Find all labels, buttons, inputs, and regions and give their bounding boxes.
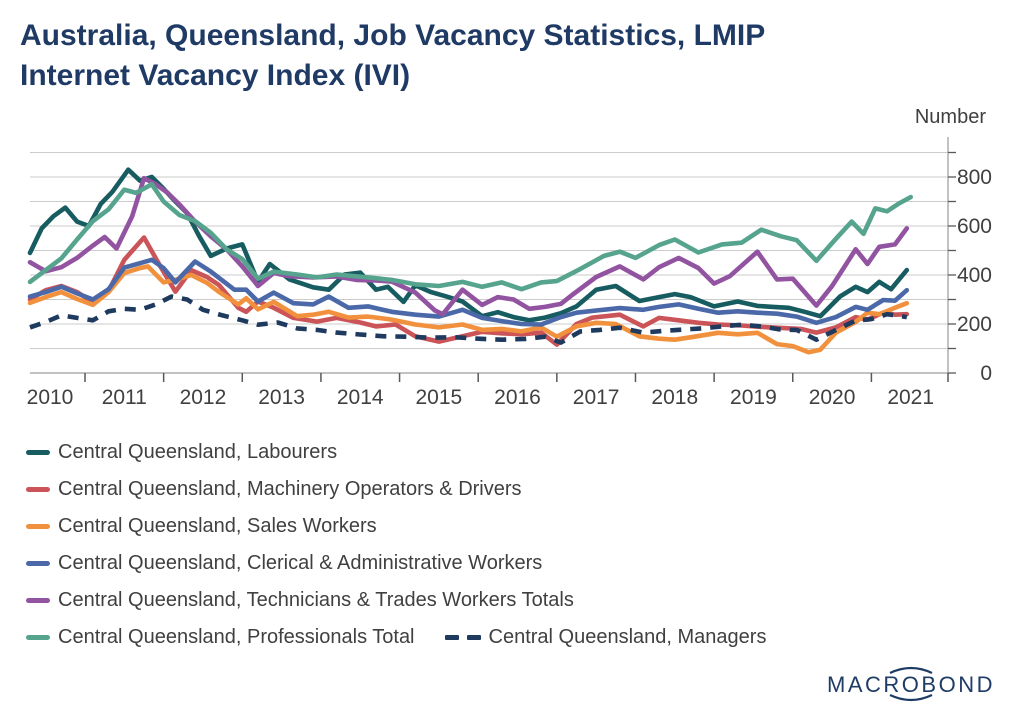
legend-swatch [26,487,50,492]
legend-swatch [26,450,50,455]
y-axis-label: 0 [980,362,992,385]
legend-row: Central Queensland, Clerical & Administr… [26,545,1006,582]
legend-label: Central Queensland, Managers [488,626,767,648]
legend-row: Central Queensland, Machinery Operators … [26,471,1006,508]
y-axis-label: 800 [957,166,992,189]
legend-swatch [26,561,50,566]
legend-item-sales-workers: Central Queensland, Sales Workers [26,515,377,538]
macrobond-logo: MACROBOND [827,666,995,702]
legend-swatch-dash [444,635,459,640]
legend-row: Central Queensland, Sales Workers [26,508,1006,545]
x-axis-label: 2016 [494,386,541,409]
legend-label: Central Queensland, Labourers [58,441,338,463]
x-axis-label: 2021 [887,386,934,409]
legend-row: Central Queensland, Technicians & Trades… [26,582,1006,619]
chart-legend: Central Queensland, Labourers Central Que… [26,434,1006,656]
legend-swatch [26,635,50,640]
x-axis-label: 2020 [809,386,856,409]
x-axis-label: 2017 [573,386,620,409]
legend-row: Central Queensland, Professionals Total C… [26,619,1006,656]
legend-item-managers: Central Queensland, Managers [444,626,767,649]
legend-item-labourers: Central Queensland, Labourers [26,441,337,464]
legend-swatch-dash [466,635,481,640]
x-axis-label: 2014 [337,386,384,409]
y-axis-label: 400 [957,264,992,287]
x-axis-label: 2013 [258,386,305,409]
chart-canvas: 0 200 400 600 800 2010 2011 2012 2013 2014 2015 201… [27,137,992,409]
legend-item-professionals-total: Central Queensland, Professionals Total [26,626,415,649]
logo-text: MACROBOND [827,672,995,697]
x-axis-label: 2010 [27,386,74,409]
y-axis-label: 200 [957,313,992,336]
x-axis-label: 2019 [730,386,777,409]
series-line-professionals-total [27,182,914,292]
legend-label: Central Queensland, Sales Workers [58,515,377,537]
chart-title: Australia, Queensland, Job Vacancy Stati… [20,16,980,96]
chart-title-line2: Internet Vacancy Index (IVI) [20,59,411,92]
x-axis-label: 2018 [651,386,698,409]
legend-label: Central Queensland, Machinery Operators … [58,478,522,500]
legend-label: Central Queensland, Clerical & Administr… [58,552,543,574]
y-axis-label: 600 [957,215,992,238]
legend-label: Central Queensland, Professionals Total [58,626,415,648]
logo-lower-arc-icon [889,694,933,702]
x-axis-label: 2015 [416,386,463,409]
legend-item-clerical-administrative-workers: Central Queensland, Clerical & Administr… [26,552,542,575]
logo-upper-arc-icon [889,666,933,674]
series-line-clerical-administrative-workers [27,257,910,327]
legend-row: Central Queensland, Labourers [26,434,1006,471]
series-line-sales-workers [27,264,910,355]
legend-swatch [26,598,50,603]
series-line-managers [29,294,908,345]
y-axis-unit-label: Number [914,106,986,128]
series-line-labourers [27,167,910,323]
legend-label: Central Queensland, Technicians & Trades… [58,589,574,611]
x-axis-label: 2011 [102,386,147,409]
x-axis-label: 2012 [180,386,227,409]
legend-item-technicians-trades-workers: Central Queensland, Technicians & Trades… [26,589,574,612]
legend-swatch-dashed [444,635,481,640]
legend-item-machinery-operators-drivers: Central Queensland, Machinery Operators … [26,478,522,501]
legend-swatch [26,524,50,529]
chart-title-line1: Australia, Queensland, Job Vacancy Stati… [20,19,766,52]
